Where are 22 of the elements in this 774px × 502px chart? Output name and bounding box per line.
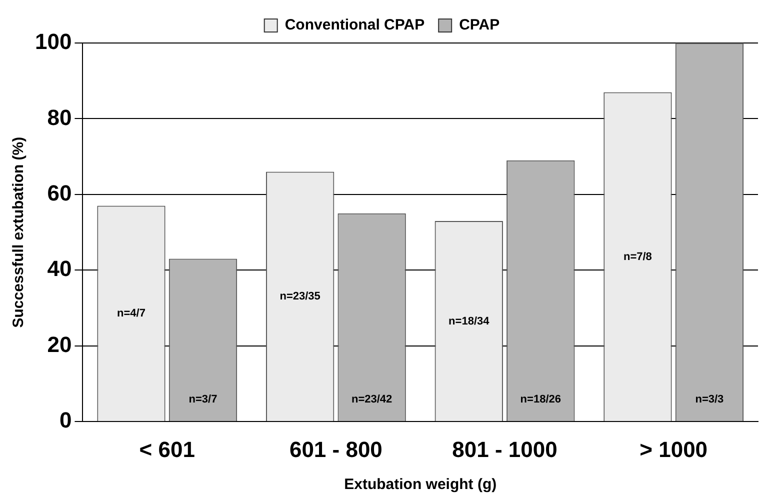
y-tick-label: 0 [59,408,72,433]
data-label: n=4/7 [117,308,146,320]
data-label: n=7/8 [623,250,652,263]
data-label: n=3/3 [695,394,724,406]
legend-label: Conventional CPAP [284,16,425,34]
y-axis-title: Successfull extubation (%) [10,136,28,328]
x-axis-title: Extubation weight (g) [344,476,497,494]
y-tick-label: 100 [34,29,72,54]
data-label: n=18/34 [448,315,490,328]
y-tick-label: 20 [47,332,72,357]
x-tick-label: 801 - 1000 [452,436,558,462]
data-label: n=23/35 [280,290,320,303]
data-label: n=18/26 [520,394,561,406]
data-label: n=23/42 [351,394,392,406]
y-tick-label: 80 [47,104,72,130]
data-label: n=3/7 [188,394,218,406]
y-tick-label: 40 [47,256,72,282]
x-tick-label: < 601 [139,436,195,462]
x-tick-label: > 1000 [640,436,708,462]
legend-label: CPAP [459,16,500,34]
x-tick-label: 601 - 800 [289,436,382,462]
y-tick-label: 60 [47,180,72,206]
